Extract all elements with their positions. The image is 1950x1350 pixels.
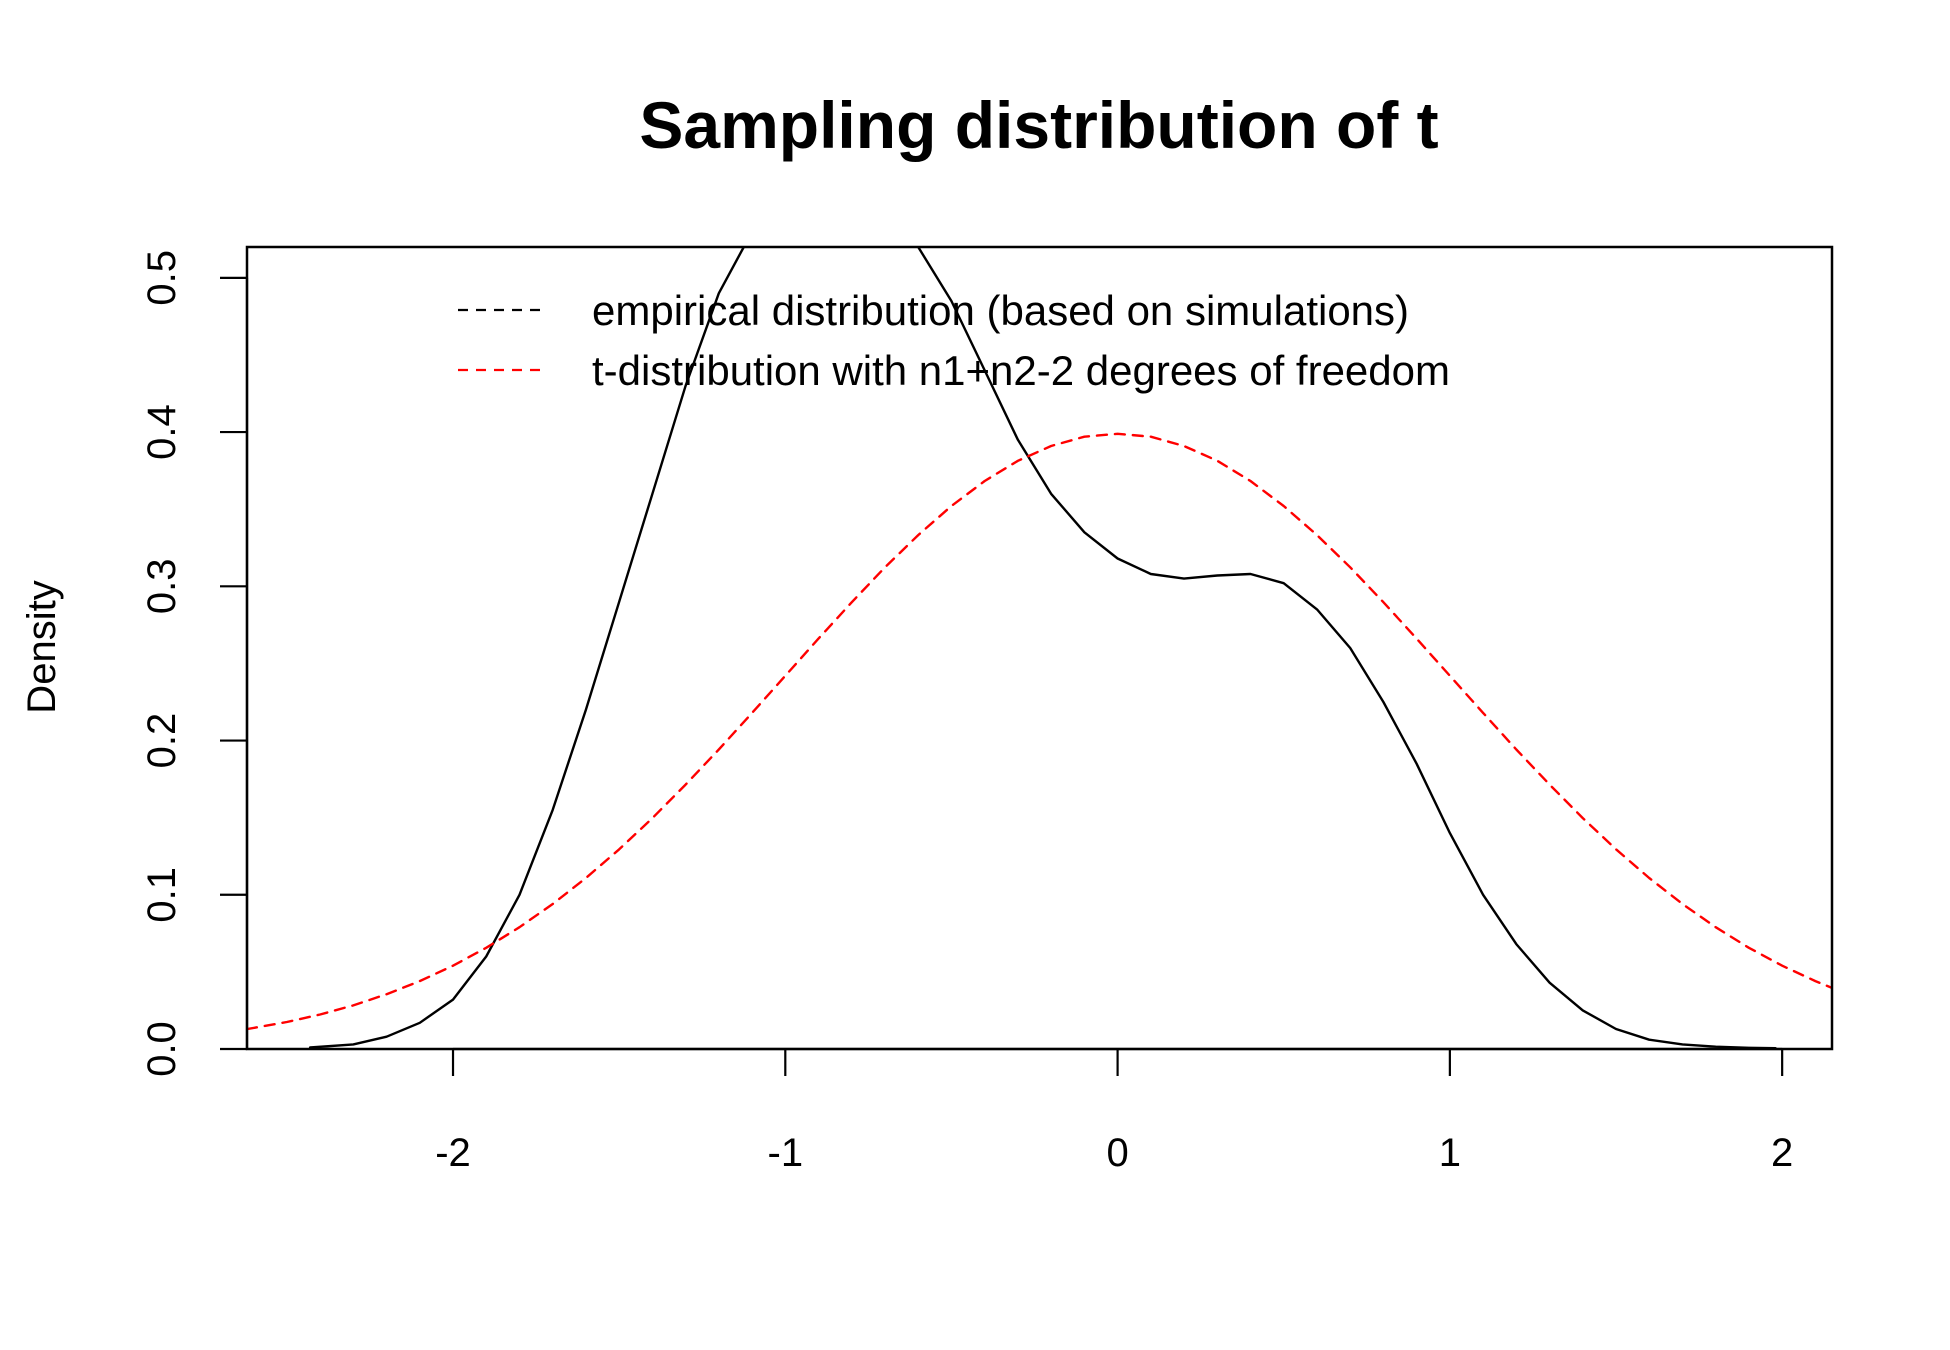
y-tick-label: 0.3: [140, 559, 184, 615]
y-tick-label: 0.2: [140, 713, 184, 769]
x-tick-label: -1: [768, 1131, 804, 1175]
chart-title: Sampling distribution of t: [639, 88, 1438, 162]
plot-frame: [245, 245, 1834, 1051]
legend: empirical distribution (based on simulat…: [458, 287, 1450, 394]
legend-label-t-distribution: t-distribution with n1+n2-2 degrees of f…: [592, 347, 1450, 394]
series-line-t-distribution: [247, 432, 1832, 1031]
x-tick-label: 1: [1439, 1131, 1461, 1175]
y-axis-label: Density: [20, 580, 64, 713]
x-tick-label: 0: [1106, 1131, 1128, 1175]
y-axis: 0.0 0.1 0.2 0.3 0.4 0.5: [140, 250, 249, 1077]
plot-area: [247, 247, 1832, 1049]
y-tick-label: 0.5: [140, 250, 184, 306]
y-tick-label: 0.4: [140, 404, 184, 460]
x-tick-label: -2: [435, 1131, 471, 1175]
legend-label-empirical: empirical distribution (based on simulat…: [592, 287, 1409, 334]
y-tick-label: 0.1: [140, 867, 184, 923]
x-tick-label: 2: [1771, 1131, 1793, 1175]
series-line-empirical: [308, 247, 1777, 1049]
y-tick-label: 0.0: [140, 1021, 184, 1077]
